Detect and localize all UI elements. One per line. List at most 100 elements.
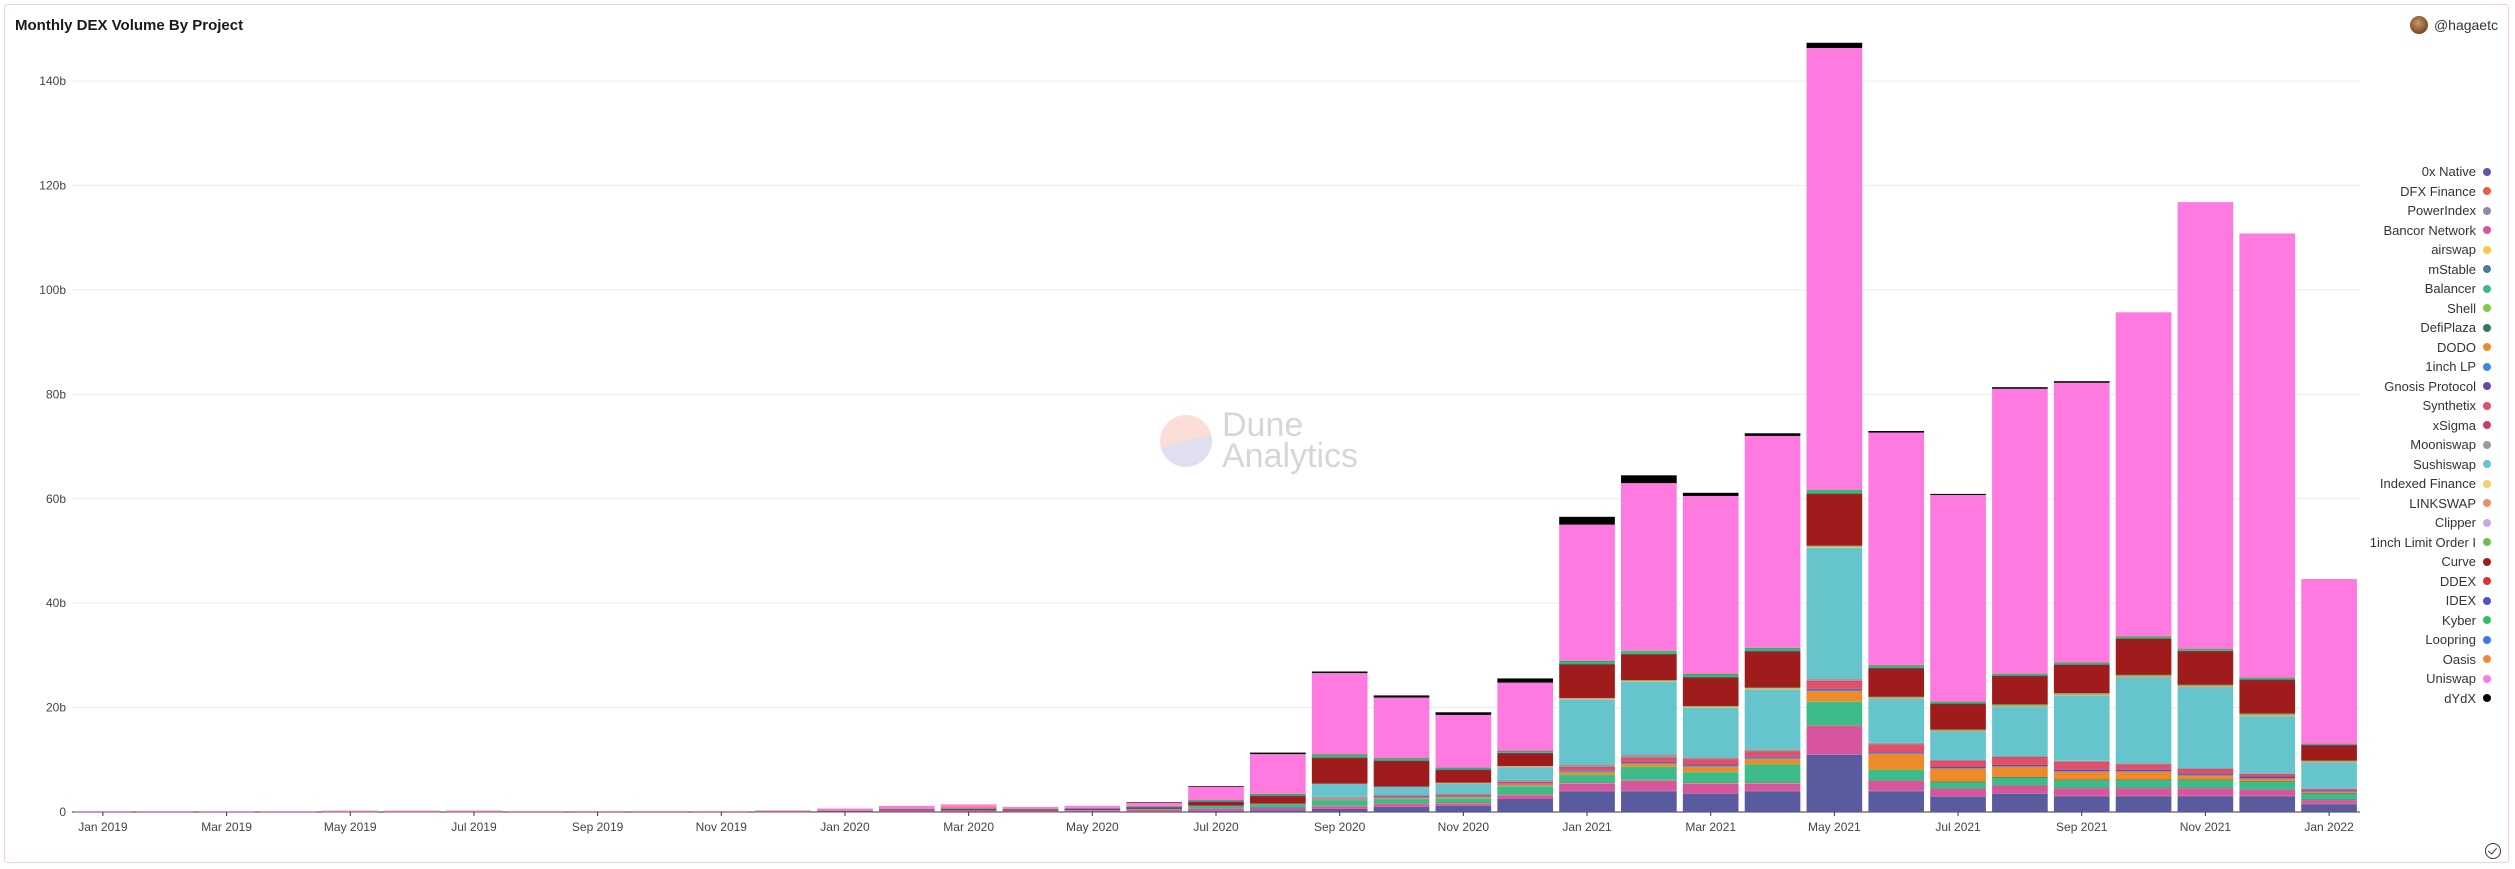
bar-segment [2115,638,2172,639]
bar-segment [2301,788,2357,791]
legend-item[interactable]: Uniswap [2301,669,2491,689]
bar-segment [1930,494,1986,702]
bar-segment [1806,701,1863,725]
bar-segment [1992,706,2048,757]
legend-item[interactable]: Kyber [2301,611,2491,631]
bar-segment [1126,809,1182,812]
bar-segment [1311,757,1368,758]
x-tick-label: Mar 2021 [1685,820,1736,834]
bar-segment [1373,786,1430,795]
legend-item[interactable]: Balancer [2301,279,2491,299]
user-badge[interactable]: @hagaetc [2409,16,2498,34]
legend-item[interactable]: 1inch Limit Order I [2301,533,2491,553]
legend-item[interactable]: Sushiswap [2301,455,2491,475]
bar-segment [1621,653,1677,655]
bar-segment [2301,803,2357,805]
bar-segment [1621,780,1677,781]
legend-item[interactable]: DFX Finance [2301,182,2491,202]
check-circle-icon[interactable] [2485,843,2501,859]
bar-segment [1559,782,1615,783]
bar-segment [2053,695,2110,761]
bar-segment [569,810,626,812]
bar-segment [1002,806,1059,809]
bar-segment [1744,751,1801,757]
legend-item[interactable]: Indexed Finance [2301,474,2491,494]
bar-segment [1435,796,1492,798]
bar-segment [1621,681,1677,755]
bar-segment [1559,664,1615,665]
bar-segment [1373,760,1430,762]
legend-item[interactable]: IDEX [2301,591,2491,611]
bar-segment [2301,793,2357,800]
bar-segment [1868,753,1925,770]
legend-item[interactable]: DefiPlaza [2301,318,2491,338]
bar-segment [2053,760,2110,762]
legend-swatch [2483,479,2491,488]
bar-segment [322,811,379,812]
bar-segment [2177,650,2234,652]
bar-segment [1621,763,1677,767]
bar-segment [1868,780,1925,781]
x-tick-label: Jul 2020 [1193,820,1239,834]
bar-segment [2301,762,2357,789]
x-tick-label: May 2021 [1808,820,1861,834]
legend-item[interactable]: Clipper [2301,513,2491,533]
bar-segment [1992,704,2048,706]
legend-item[interactable]: Synthetix [2301,396,2491,416]
legend-item[interactable]: LINKSWAP [2301,494,2491,514]
bar-segment [1868,744,1925,745]
legend-item[interactable]: Gnosis Protocol [2301,377,2491,397]
avatar[interactable] [2409,16,2428,34]
bar-segment [2239,778,2296,779]
bar-segment [1621,761,1677,763]
legend-item[interactable]: 0x Native [2301,162,2491,182]
legend-label: dYdX [2444,690,2476,706]
bar-segment [1868,780,1925,791]
legend-swatch [2483,557,2491,566]
legend-swatch [2483,245,2491,254]
bar-segment [1497,781,1554,783]
legend-item[interactable]: Mooniswap [2301,435,2491,455]
bar-segment [1435,793,1492,796]
bar-segment [1621,650,1677,652]
legend-swatch [2483,323,2491,332]
legend-item[interactable]: Shell [2301,299,2491,319]
bar-segment [2053,796,2110,812]
legend-item[interactable]: dYdX [2301,689,2491,709]
bar-segment [1806,688,1863,690]
bar-segment [1930,730,1986,760]
legend-label: DefiPlaza [2420,320,2476,336]
bar-segment [1806,547,1863,679]
legend-item[interactable]: 1inch LP [2301,357,2491,377]
legend-label: Shell [2447,300,2476,316]
legend-item[interactable]: DODO [2301,338,2491,358]
bar-segment [1188,805,1244,809]
bar-segment [1621,780,1677,791]
bar-segment [1373,797,1430,799]
legend-item[interactable]: Oasis [2301,650,2491,670]
legend-item[interactable]: DDEX [2301,572,2491,592]
legend-label: Bancor Network [2383,222,2476,238]
bar-segment [2177,796,2234,812]
username[interactable]: @hagaetc [2433,17,2498,33]
bar-segment [1311,671,1368,674]
bar-segment [2053,779,2110,781]
legend-item[interactable]: Loopring [2301,630,2491,650]
bar-segment [940,808,997,809]
bar-segment [1559,764,1615,768]
bar-segment [1126,811,1182,813]
bar-segment [1992,756,2048,758]
legend-label: mStable [2428,261,2476,277]
legend-item[interactable]: Bancor Network [2301,221,2491,241]
bar-segment [1126,802,1182,806]
bar-segment [1250,803,1306,805]
legend-item[interactable]: airswap [2301,240,2491,260]
legend-label: Indexed Finance [2379,476,2476,492]
bar-segment [1682,707,1739,758]
bar-segment [2115,769,2172,772]
legend-item[interactable]: xSigma [2301,416,2491,436]
bar-segment [1806,545,1863,547]
legend-item[interactable]: mStable [2301,260,2491,280]
legend-item[interactable]: PowerIndex [2301,201,2491,221]
legend-item[interactable]: Curve [2301,552,2491,572]
